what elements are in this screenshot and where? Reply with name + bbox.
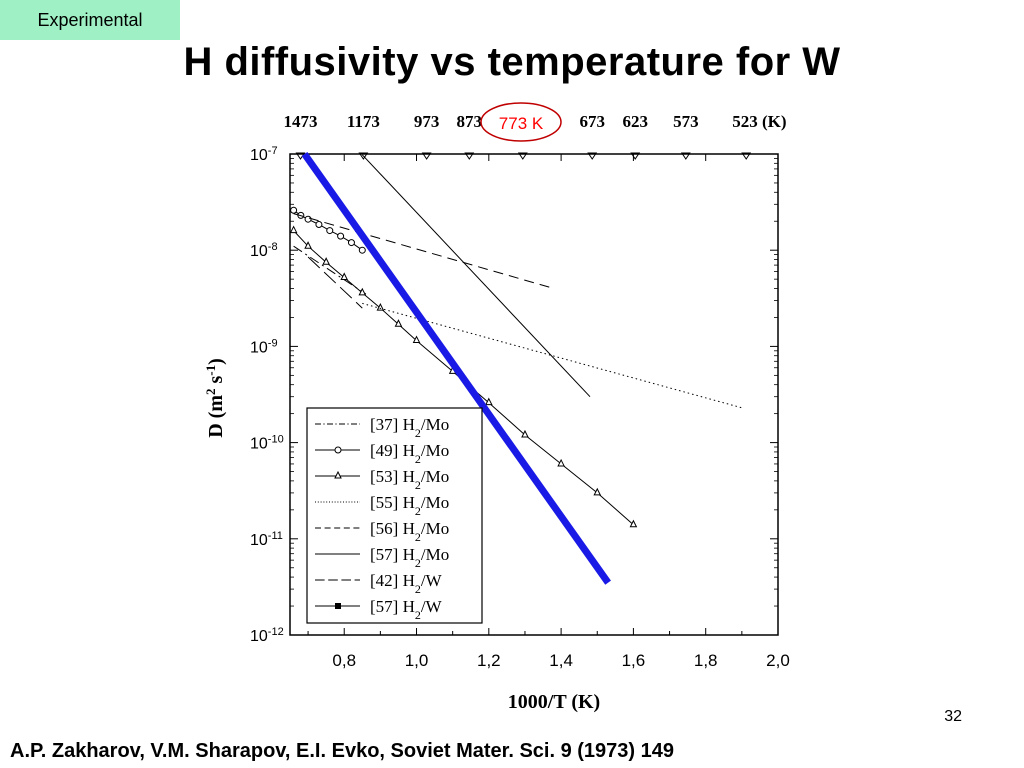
top-axis-marker (517, 152, 528, 160)
y-label-part-2: 2 (203, 389, 218, 396)
series-0 (293, 245, 367, 295)
triangle-marker (521, 429, 529, 438)
top-axis-marker (630, 152, 641, 160)
triangle-marker (304, 241, 312, 249)
triangle-marker (593, 487, 602, 496)
series-line (361, 154, 591, 398)
x-tick-label: 1,2 (477, 651, 501, 670)
triangle-marker (322, 257, 330, 265)
y-tick-label: 10-11 (250, 530, 283, 549)
top-axis-marker (680, 152, 691, 160)
legend-label: [37] H2/Mo (370, 415, 449, 440)
circle-marker (358, 246, 366, 254)
top-axis-label: 1473 (283, 112, 317, 131)
x-tick-label: 1,8 (694, 651, 718, 670)
series-5 (361, 154, 591, 398)
circle-marker (304, 215, 312, 223)
legend-box (306, 407, 483, 624)
legend-label: [55] H2/Mo (370, 493, 449, 518)
y-label-part-1: D (m (205, 395, 227, 438)
y-axis: 10-7 10-8 10-9 10-10 10-11 10-12 (250, 145, 778, 645)
triangle-marker (557, 458, 565, 467)
x-tick-label: 1,6 (622, 651, 646, 670)
circle-marker (337, 232, 345, 240)
top-axis-marker (587, 152, 598, 160)
square-marker (335, 603, 341, 609)
circle-marker (315, 220, 323, 228)
triangle-marker (485, 397, 493, 406)
top-axis-marker (741, 152, 752, 160)
circle-marker (290, 206, 298, 214)
top-axis-label: 673 (579, 112, 605, 131)
series-line (307, 256, 363, 309)
series-layer (289, 151, 743, 585)
top-axis-label: 523 (K) (732, 112, 786, 131)
top-axis-marker (464, 152, 475, 160)
series-1 (290, 206, 366, 254)
x-tick-label: 1,4 (549, 651, 573, 670)
series-6 (307, 256, 363, 309)
series-line (293, 213, 555, 289)
legend-label: [49] H2/Mo (370, 441, 449, 466)
y-tick-label: 10-7 (250, 145, 278, 164)
series-line (293, 230, 634, 526)
top-axis-label: 973 (414, 112, 440, 131)
y-axis-label: D (m2 s-1) (203, 358, 228, 438)
top-axis-label: 873 (457, 112, 483, 131)
highlight-773k-label: 773 K (499, 114, 544, 133)
top-axis-label: 573 (673, 112, 699, 131)
legend-label: [53] H2/Mo (370, 467, 449, 492)
x-axis-label: 1000/T (K) (508, 691, 600, 713)
triangle-marker (289, 225, 298, 234)
x-axis: 0,8 1,0 1,2 1,4 1,6 1,8 2,0 (307, 154, 790, 670)
top-axis-label: 623 (622, 112, 648, 131)
triangle-marker (334, 470, 342, 479)
y-label-part-5: ) (205, 358, 227, 365)
x-tick-label: 1,0 (405, 651, 429, 670)
top-axis-marker (421, 152, 432, 160)
triangle-marker (358, 287, 367, 296)
legend-label: [57] H2/Mo (370, 545, 449, 570)
series-4 (293, 213, 555, 289)
triangle-marker (394, 319, 403, 327)
series-2 (289, 225, 638, 528)
triangle-marker (629, 519, 638, 528)
triangle-marker (376, 302, 385, 311)
top-axis-label: 1173 (347, 112, 380, 131)
highlight-773k-circle (480, 102, 562, 142)
y-tick-label: 10-8 (250, 241, 278, 260)
y-label-part-3: s (205, 376, 227, 389)
x-tick-label: 0,8 (332, 651, 356, 670)
plot-frame (289, 153, 779, 636)
x-tick-label: 2,0 (766, 651, 790, 670)
legend: [37] H2/Mo[49] H2/Mo[53] H2/Mo[55] H2/Mo… (306, 407, 483, 624)
series-line (293, 245, 367, 295)
legend-label: [57] H2/W (370, 597, 443, 622)
y-tick-label: 10-12 (250, 626, 284, 645)
experimental-badge: Experimental (0, 0, 180, 40)
circle-marker (326, 227, 334, 235)
top-temperature-axis: 1473 1173 973 873 673 623 573 523 (K) (283, 112, 786, 160)
y-tick-label: 10-10 (250, 434, 284, 453)
triangle-marker (412, 335, 421, 344)
triangle-marker (340, 272, 349, 281)
page-number: 32 (944, 708, 962, 725)
slide-title: H diffusivity vs temperature for W (183, 40, 841, 84)
series-line (301, 151, 611, 585)
legend-label: [42] H2/W (370, 571, 443, 596)
y-label-part-4: -1 (203, 365, 218, 376)
top-axis-marker (358, 152, 369, 160)
circle-marker (347, 239, 355, 247)
series-7 (301, 151, 611, 585)
y-tick-label: 10-9 (250, 337, 278, 356)
citation: A.P. Zakharov, V.M. Sharapov, E.I. Evko,… (10, 740, 675, 762)
circle-marker (334, 446, 342, 454)
legend-label: [56] H2/Mo (370, 519, 449, 544)
